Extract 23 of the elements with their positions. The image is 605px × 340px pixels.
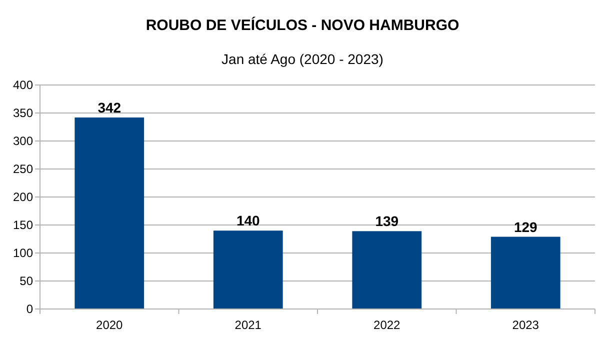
- chart-subtitle: Jan até Ago (2020 - 2023): [222, 51, 384, 67]
- data-label: 129: [514, 218, 538, 235]
- x-tick-label: 2021: [234, 318, 262, 332]
- y-tick-label: 400: [12, 78, 34, 92]
- y-tick-label: 300: [12, 134, 34, 148]
- x-tick-label: 2022: [374, 318, 401, 332]
- y-tick-label: 150: [12, 218, 34, 232]
- bar: [490, 236, 560, 309]
- y-tick-label: 100: [12, 246, 34, 260]
- bar: [352, 231, 422, 309]
- data-label: 140: [236, 212, 260, 229]
- y-tick-label: 250: [12, 162, 34, 176]
- chart-title: ROUBO DE VEÍCULOS - NOVO HAMBURGO: [146, 16, 460, 34]
- bar: [213, 230, 283, 309]
- bar: [74, 117, 144, 309]
- x-tick-label: 2020: [96, 318, 124, 332]
- x-tick-label: 2023: [512, 318, 540, 332]
- y-tick-label: 0: [26, 302, 34, 316]
- y-tick-label: 350: [12, 106, 34, 120]
- y-tick-label: 50: [20, 274, 34, 288]
- y-tick-label: 200: [12, 190, 34, 204]
- data-label: 139: [375, 213, 399, 230]
- data-label: 342: [98, 99, 122, 116]
